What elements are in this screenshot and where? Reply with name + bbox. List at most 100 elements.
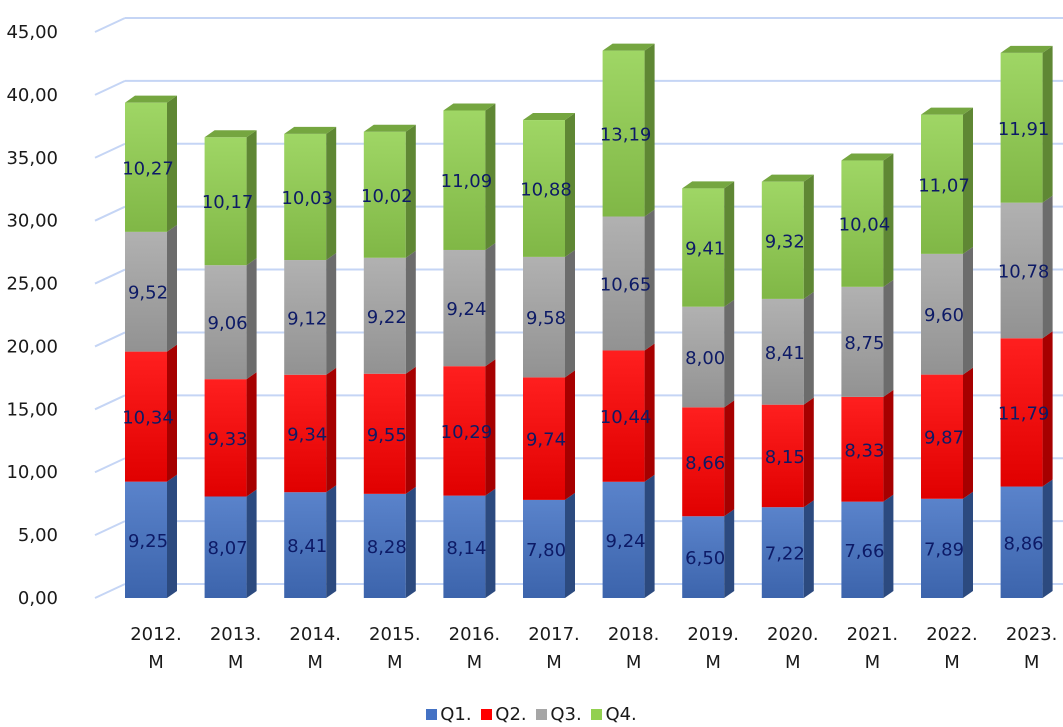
bar-q1	[682, 516, 725, 598]
data-label-q2: 8,15	[765, 447, 805, 468]
bar-q1	[204, 496, 247, 598]
bar-q4	[921, 114, 963, 254]
x-tick-label-year: 2020.	[767, 624, 819, 645]
data-label-q1: 8,28	[367, 537, 407, 558]
bar-side-q1	[326, 485, 337, 598]
x-tick-label-suffix: M	[785, 652, 801, 673]
bar-top-q4	[284, 126, 337, 134]
bar-stack	[682, 181, 735, 598]
data-label-q4: 10,88	[520, 179, 572, 200]
bar-q3	[921, 253, 963, 375]
gridline-diag	[94, 142, 126, 159]
bar-side-q3	[326, 253, 337, 375]
data-label-q2: 10,34	[122, 408, 174, 429]
x-tick-label-year: 2022.	[926, 624, 978, 645]
x-tick-label-year: 2013.	[210, 624, 262, 645]
data-label-q2: 9,34	[287, 424, 327, 445]
data-label-q3: 9,06	[208, 313, 248, 334]
data-label-q2: 9,55	[367, 425, 407, 446]
bar-side-q1	[644, 474, 655, 598]
bar-side-q3	[405, 250, 416, 374]
bar-q2	[602, 350, 645, 482]
bar-side-q3	[724, 299, 735, 408]
bar-q3	[204, 265, 247, 380]
y-tick-label: 15,00	[6, 399, 58, 420]
x-tick-label-suffix: M	[1024, 652, 1040, 673]
bar-top-q4	[682, 181, 735, 189]
bar-q3	[284, 260, 327, 375]
bar-top-q4	[204, 130, 257, 138]
gridline-diag	[94, 205, 126, 222]
data-label-q4: 9,41	[685, 239, 725, 260]
x-tick-label-suffix: M	[148, 652, 164, 673]
data-label-q3: 9,58	[526, 308, 566, 329]
gridline-diag	[94, 520, 126, 537]
legend-item-q3: Q3.	[536, 704, 582, 725]
x-tick-label-suffix: M	[467, 652, 483, 673]
y-tick-label: 5,00	[18, 525, 58, 546]
bar-top-q4	[443, 103, 496, 111]
bar-side-q4	[803, 174, 814, 299]
data-label-q1: 8,07	[208, 538, 248, 559]
data-label-q3: 9,12	[287, 308, 327, 329]
bar-q4	[363, 131, 406, 258]
bar-stack	[523, 113, 575, 598]
data-label-q2: 9,74	[526, 430, 566, 451]
bar-top-q4	[761, 174, 814, 182]
data-label-q3: 9,52	[128, 283, 168, 304]
data-label-q1: 9,25	[128, 531, 168, 552]
bar-q3	[1000, 202, 1043, 339]
x-tick-label-suffix: M	[944, 652, 960, 673]
bar-q1	[443, 495, 486, 598]
bar-q4	[523, 120, 565, 257]
bar-side-q1	[565, 492, 575, 598]
bar-side-q4	[167, 95, 177, 232]
data-label-q2: 9,33	[208, 429, 248, 450]
bar-stack	[284, 126, 337, 598]
bar-q3	[125, 231, 167, 352]
bar-side-q4	[724, 181, 735, 307]
bar-q3	[602, 216, 645, 351]
bar-q2	[204, 379, 247, 497]
bar-side-q1	[883, 494, 894, 598]
bar-side-q3	[963, 246, 973, 375]
bar-q1	[523, 499, 565, 598]
bar-q4	[284, 133, 327, 261]
data-label-q3: 10,65	[600, 274, 652, 295]
x-tick-label-year: 2021.	[847, 624, 899, 645]
bar-q4	[682, 188, 725, 307]
bar-side-q4	[963, 107, 973, 254]
data-label-q1: 7,22	[765, 544, 805, 565]
bar-top-q4	[602, 43, 655, 51]
data-label-q4: 11,09	[441, 171, 493, 192]
data-label-q3: 10,78	[998, 261, 1050, 282]
gridline-diag	[94, 268, 126, 285]
bar-side-q2	[405, 366, 416, 494]
x-tick-label-year: 2015.	[369, 624, 421, 645]
bar-q2	[761, 404, 804, 508]
bar-q1	[1000, 486, 1043, 598]
data-label-q4: 10,04	[839, 215, 891, 236]
y-tick-label: 35,00	[6, 148, 58, 169]
bar-side-q2	[644, 343, 655, 482]
data-label-q1: 6,50	[685, 548, 725, 569]
bar-side-q3	[644, 209, 655, 351]
bar-top-q4	[125, 95, 177, 103]
bar-side-q4	[405, 124, 416, 258]
bar-side-q2	[485, 359, 496, 496]
legend-label-q1: Q1.	[440, 704, 472, 725]
bar-side-q4	[644, 43, 655, 217]
bar-stack	[761, 174, 814, 598]
data-label-q1: 8,41	[287, 536, 327, 557]
bar-side-q2	[1042, 331, 1053, 487]
legend-swatch-q4	[591, 708, 603, 720]
bar-top-q4	[1000, 45, 1053, 53]
bar-q2	[125, 351, 167, 482]
bar-q1	[363, 493, 406, 598]
bar-q1	[921, 498, 963, 598]
x-tick-label-year: 2012.	[130, 624, 182, 645]
bar-q1	[841, 501, 884, 598]
y-axis-ticks: 0,00 5,00 10,00 15,00 20,00 25,00 30,00 35,00 40…	[6, 22, 58, 609]
data-label-q1: 7,66	[844, 541, 884, 562]
bar-side-q4	[1042, 45, 1053, 203]
